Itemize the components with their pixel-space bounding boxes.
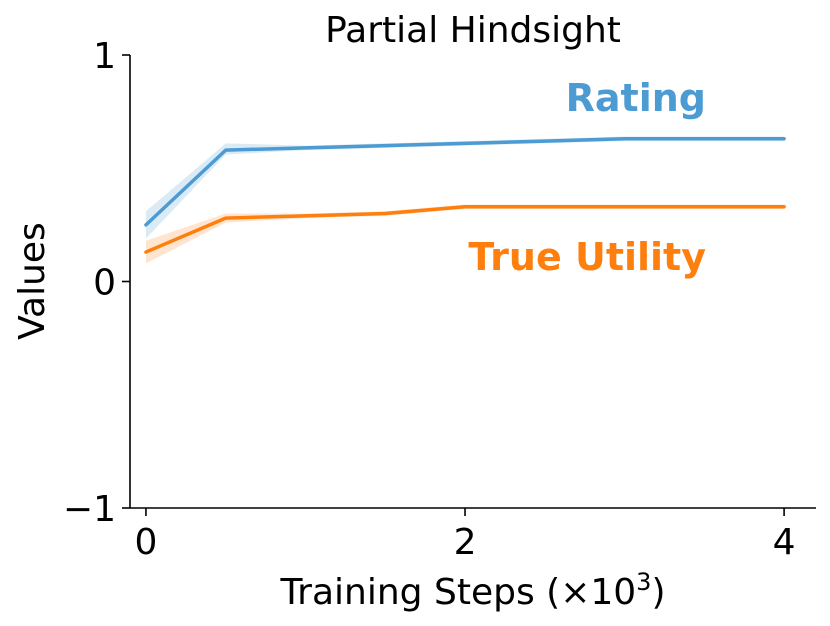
chart-title: Partial Hindsight [325,10,621,51]
y-tick-label: 0 [93,263,116,304]
x-axis-label: Training Steps (×103) [279,568,665,613]
x-axis-label-main: Training Steps (×10 [279,572,636,613]
y-tick-label: −1 [63,489,116,530]
x-tick-label: 4 [773,522,796,563]
series-label-true-utility: True Utility [468,235,706,279]
y-tick-label: 1 [93,36,116,77]
x-tick-label: 0 [135,522,158,563]
band-rating [145,136,785,239]
series-lines [144,137,786,254]
x-tick-label: 2 [454,522,477,563]
series-label-rating: Rating [566,76,706,120]
axes [129,55,816,509]
series-labels: Rating True Utility [468,76,706,279]
x-axis-label-suffix: ) [651,572,665,613]
ticks: −1 0 1 0 2 4 [63,36,796,563]
x-axis-label-superscript: 3 [636,568,651,596]
line-true-utility [144,205,786,254]
y-axis-label: Values [12,222,53,340]
line-rating [144,137,786,227]
